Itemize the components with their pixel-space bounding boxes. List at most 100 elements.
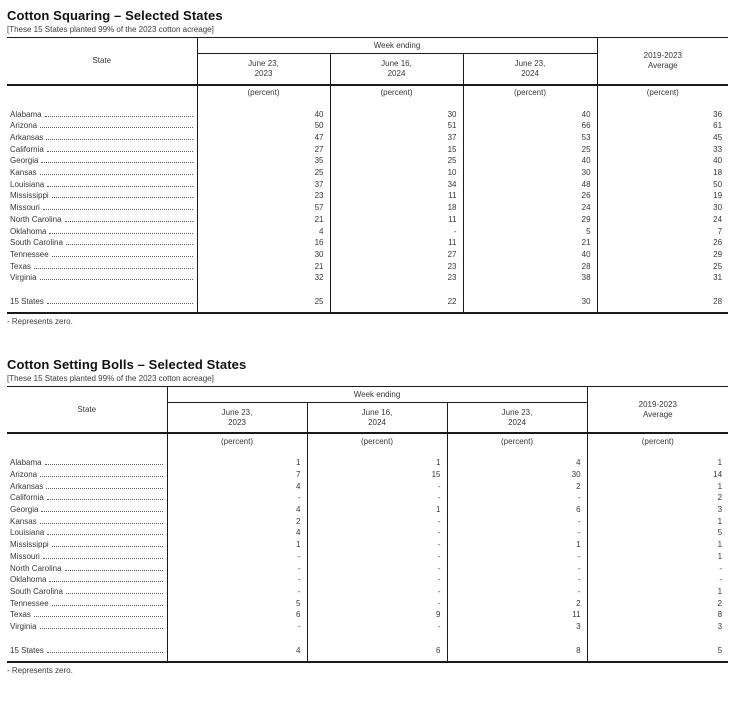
state-name-cell: Alabama xyxy=(7,103,197,121)
value-cell: 3 xyxy=(586,504,729,516)
spacer-row xyxy=(7,632,729,645)
table-row: Louisiana 37 34 48 50 xyxy=(7,178,729,191)
dot-leader xyxy=(33,267,193,269)
value-cell: 1 xyxy=(586,451,729,469)
spacer-row xyxy=(7,284,729,297)
dot-leader xyxy=(42,209,193,211)
value-cell: 37 xyxy=(196,178,330,191)
dot-leader xyxy=(44,115,193,117)
value-cell: 4 xyxy=(446,451,588,469)
unit-cell: (percent) xyxy=(462,84,598,103)
value-cell: 40 xyxy=(596,155,729,168)
value-cell: - xyxy=(446,562,588,575)
column-header-date-3: June 23, 2024 xyxy=(446,402,588,435)
value-cell: 24 xyxy=(462,202,598,214)
value-cell: 18 xyxy=(329,202,463,214)
value-cell: 30 xyxy=(462,167,598,179)
value-cell: 11 xyxy=(329,237,463,249)
table-row: South Carolina - - -1 xyxy=(7,585,729,598)
value-cell: - xyxy=(306,480,447,493)
value-cell: 10 xyxy=(329,167,463,179)
state-name-cell: Texas xyxy=(7,261,197,273)
value-cell: 25 xyxy=(329,155,463,168)
value-cell: 6 xyxy=(446,504,588,516)
value-cell: - xyxy=(446,585,588,598)
value-cell: 26 xyxy=(596,237,729,249)
value-cell: 21 xyxy=(462,237,598,249)
unit-cell: (percent) xyxy=(166,433,307,452)
dot-leader xyxy=(46,651,163,653)
table-row: Virginia 32 23 38 31 xyxy=(7,272,729,285)
table-row: Arizona 7 15 30 14 xyxy=(7,468,729,481)
value-cell: 6 xyxy=(166,609,307,622)
table-subtitle: [These 15 States planted 99% of the 2023… xyxy=(7,25,214,34)
state-name-cell: Mississippi xyxy=(7,539,167,551)
value-cell: 2 xyxy=(586,597,729,610)
dot-leader xyxy=(46,138,193,140)
value-cell: 2 xyxy=(166,515,307,528)
value-cell: 4 xyxy=(196,225,330,238)
value-cell: - xyxy=(166,574,307,586)
unit-cell-empty xyxy=(7,433,167,451)
value-cell: 57 xyxy=(196,202,330,214)
value-cell: 25 xyxy=(462,143,598,156)
value-cell: 4 xyxy=(166,480,307,493)
table-row: Oklahoma - - - - xyxy=(7,574,729,586)
state-name-cell: Missouri xyxy=(7,202,197,214)
value-cell: 1 xyxy=(166,451,307,469)
value-cell: 7 xyxy=(596,225,729,238)
table-footnote: - Represents zero. xyxy=(7,665,73,675)
table-row: Arkansas 4-2 1 xyxy=(7,480,729,493)
dot-leader xyxy=(40,127,193,129)
table-row: North Carolina 21 11 29 24 xyxy=(7,213,729,226)
table-row: Missouri 57 18 24 30 xyxy=(7,202,729,214)
unit-cell: (percent) xyxy=(446,433,588,452)
column-header-date-2: June 16, 2024 xyxy=(329,53,463,86)
unit-cell: (percent) xyxy=(596,84,729,103)
column-header-date-1: June 23, 2023 xyxy=(166,402,307,435)
value-cell: - xyxy=(166,562,307,575)
value-cell: 3 xyxy=(446,621,588,633)
table-row: Mississippi 23 11 26 19 xyxy=(7,190,729,203)
value-cell: - xyxy=(306,527,447,540)
table-title: Cotton Squaring – Selected States xyxy=(7,8,223,23)
unit-cell-empty xyxy=(7,85,197,103)
value-cell: - xyxy=(306,562,447,575)
state-name-cell: Missouri xyxy=(7,551,167,563)
value-cell: 27 xyxy=(196,143,330,156)
column-header-state: State xyxy=(7,37,197,86)
value-cell: 30 xyxy=(329,102,463,121)
value-cell: 2 xyxy=(586,492,729,505)
value-cell: - xyxy=(166,492,307,505)
cotton-squaring-table: State Week ending 2019-2023 Average June… xyxy=(7,37,729,314)
total-label-cell: 15 States xyxy=(7,296,197,313)
value-cell: 23 xyxy=(329,260,463,273)
state-name-cell: Mississippi xyxy=(7,190,197,202)
value-cell: 40 xyxy=(196,102,330,121)
state-name-cell: Louisiana xyxy=(7,527,167,539)
dot-leader xyxy=(39,279,193,281)
value-cell: 1 xyxy=(586,539,729,551)
value-cell: 30 xyxy=(196,248,330,261)
value-cell: 11 xyxy=(329,213,463,226)
value-cell: - xyxy=(586,562,729,575)
state-name-cell: North Carolina xyxy=(7,214,197,226)
dot-leader xyxy=(49,232,193,234)
dot-leader xyxy=(47,185,193,187)
table-row: Louisiana 4- -5 xyxy=(7,527,729,540)
unit-cell: (percent) xyxy=(586,433,729,452)
cotton-setting-bolls-table: State Week ending 2019-2023 Average June… xyxy=(7,385,729,663)
value-cell: 15 xyxy=(329,143,463,156)
table-row: South Carolina 16 11 21 26 xyxy=(7,237,729,249)
value-cell: 66 xyxy=(462,120,598,132)
value-cell: 3 xyxy=(586,621,729,633)
state-name-cell: Georgia xyxy=(7,155,197,167)
value-cell: 24 xyxy=(596,213,729,226)
value-cell: 7 xyxy=(166,468,307,481)
table-total-row: 15 States 25 22 30 28 xyxy=(7,296,729,313)
table-row: Tennessee 30 27 40 29 xyxy=(7,248,729,261)
column-header-average: 2019-2023 Average xyxy=(596,37,729,86)
dot-leader xyxy=(65,592,163,594)
value-cell: 1 xyxy=(306,451,447,469)
state-name-cell: Arizona xyxy=(7,120,197,132)
